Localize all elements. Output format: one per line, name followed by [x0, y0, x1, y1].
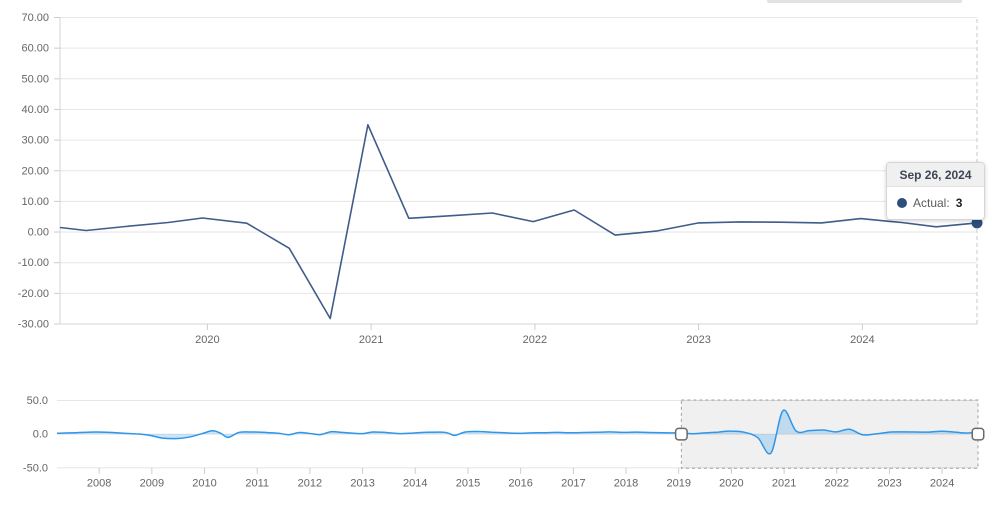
tooltip-row: Actual: 3 [887, 187, 984, 219]
nav-x-axis-label: 2019 [666, 477, 690, 489]
nav-y-axis-label: 0.0 [33, 429, 48, 441]
nav-x-axis-label: 2021 [772, 477, 796, 489]
main-y-axis-label: 0.00 [28, 227, 49, 239]
nav-x-axis-label: 2024 [930, 477, 954, 489]
navigator-selected-range[interactable] [681, 400, 978, 469]
nav-x-axis-label: 2020 [719, 477, 743, 489]
main-series-line [59, 124, 978, 320]
navigator-handle-left[interactable] [674, 427, 688, 441]
tooltip-date: Sep 26, 2024 [887, 163, 984, 187]
main-plot-area[interactable] [60, 18, 977, 325]
last-point-marker[interactable] [971, 217, 983, 229]
nav-y-axis-label: -50.0 [23, 462, 48, 474]
navigator-handle-right[interactable] [971, 427, 985, 441]
nav-x-axis-label: 2012 [298, 477, 322, 489]
nav-x-axis-label: 2013 [350, 477, 374, 489]
cropped-control-artifact [767, 0, 962, 3]
nav-x-axis-label: 2017 [561, 477, 585, 489]
navigator-series-line [56, 409, 979, 455]
nav-x-axis-label: 2009 [140, 477, 164, 489]
nav-x-axis-label: 2015 [456, 477, 480, 489]
nav-x-axis-label: 2011 [245, 477, 269, 489]
main-x-axis-label: 2023 [686, 334, 710, 346]
main-y-axis-label: 10.00 [21, 196, 49, 208]
main-x-axis-label: 2021 [359, 334, 383, 346]
main-y-axis-label: -10.00 [18, 257, 49, 269]
main-y-axis-label: -20.00 [18, 288, 49, 300]
main-x-axis-label: 2024 [850, 334, 874, 346]
nav-y-axis-label: 50.0 [27, 395, 48, 407]
tooltip-series-label: Actual: [913, 196, 950, 210]
nav-x-axis-label: 2018 [614, 477, 638, 489]
nav-x-axis-label: 2014 [403, 477, 427, 489]
nav-x-axis-label: 2016 [508, 477, 532, 489]
navigator-area [57, 410, 978, 454]
main-y-axis-label: 60.00 [21, 43, 49, 55]
main-y-axis-label: 40.00 [21, 104, 49, 116]
main-y-axis-label: -30.00 [18, 319, 49, 331]
series-marker-icon [897, 198, 907, 208]
nav-x-axis-label: 2008 [87, 477, 111, 489]
main-x-axis-label: 2022 [523, 334, 547, 346]
main-y-axis-label: 70.00 [21, 12, 49, 24]
main-y-axis-label: 20.00 [21, 165, 49, 177]
tooltip-value: 3 [955, 196, 963, 210]
nav-x-axis-label: 2022 [825, 477, 849, 489]
main-y-axis-label: 30.00 [21, 135, 49, 147]
main-y-axis-label: 50.00 [21, 73, 49, 85]
nav-x-axis-label: 2010 [192, 477, 216, 489]
tooltip: Sep 26, 2024 Actual: 3 [886, 162, 985, 220]
main-x-axis-label: 2020 [195, 334, 219, 346]
nav-x-axis-label: 2023 [877, 477, 901, 489]
